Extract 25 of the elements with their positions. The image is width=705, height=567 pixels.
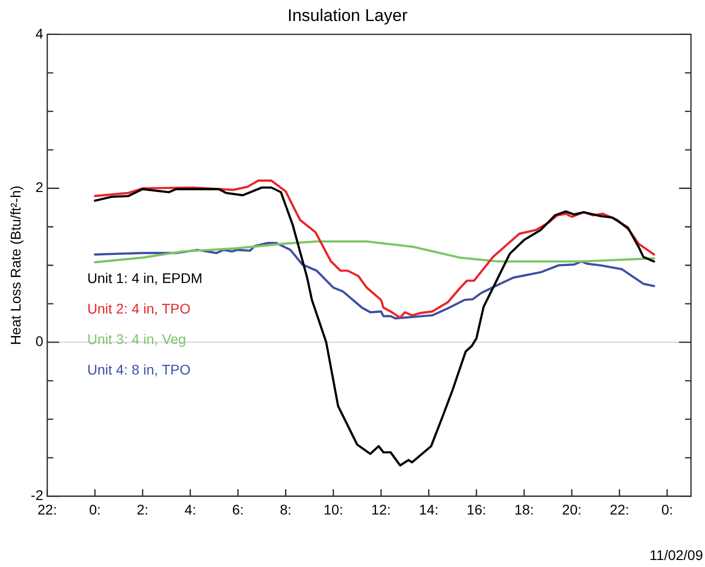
y-tick-label: 2 bbox=[35, 179, 44, 196]
x-tick-label: 4: bbox=[184, 501, 196, 518]
y-tick-label: 0 bbox=[35, 333, 44, 350]
y-tick-label: -2 bbox=[30, 487, 44, 504]
y-tick-label: 4 bbox=[35, 25, 44, 42]
text: Unit 1: 4 in, EPDM bbox=[87, 270, 202, 286]
text: Unit 4: 8 in, TPO bbox=[87, 362, 191, 378]
y-axis-title: Heat Loss Rate (Btu/ft²-h) bbox=[7, 186, 24, 346]
x-tick-label: 12: bbox=[371, 501, 391, 518]
text: Unit 2: 4 in, TPO bbox=[87, 300, 191, 317]
x-tick-label: 18: bbox=[514, 501, 534, 518]
x-tick-label: 8: bbox=[280, 501, 292, 518]
x-tick-label: 22: bbox=[610, 501, 630, 518]
x-tick-label: 20: bbox=[562, 501, 582, 518]
x-tick-label: 0: bbox=[661, 501, 673, 518]
x-tick-label: 0: bbox=[89, 501, 101, 518]
x-tick-label: 22: bbox=[38, 501, 57, 518]
x-tick-label: 2: bbox=[136, 501, 148, 518]
x-tick-label: 6: bbox=[232, 501, 244, 518]
x-tick-label: 16: bbox=[466, 501, 486, 518]
chart-title: Insulation Layer bbox=[287, 6, 408, 25]
text: 11/02/09 bbox=[650, 546, 704, 563]
x-tick-label: 14: bbox=[418, 501, 438, 518]
text: Unit 3: 4 in, Veg bbox=[87, 331, 186, 348]
x-tick-label: 10: bbox=[324, 501, 344, 518]
